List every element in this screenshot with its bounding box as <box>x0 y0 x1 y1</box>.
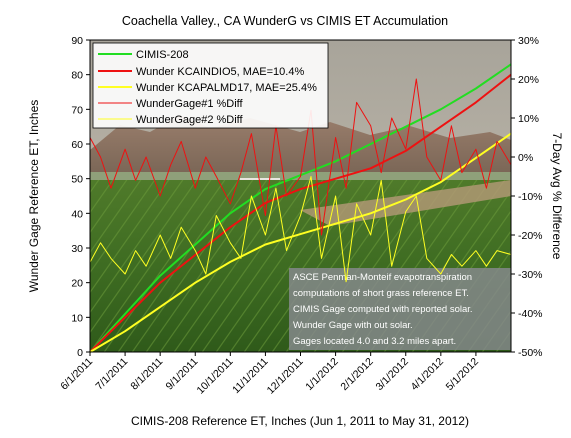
legend-label-0: CIMIS-208 <box>136 49 189 61</box>
y-tick-label-3: 30 <box>71 243 83 255</box>
x-tick-label-10: 4/1/2012 <box>409 356 446 393</box>
y-tick-label-8: 80 <box>71 70 83 82</box>
x-tick-label-6: 12/1/2011 <box>265 356 306 397</box>
annotation-line-1: computations of short grass reference ET… <box>293 288 469 299</box>
legend-label-3: WunderGage#1 %Diff <box>136 98 244 110</box>
y2-tick-label-7: 20% <box>518 74 539 86</box>
y-tick-label-9: 90 <box>71 35 83 47</box>
y-tick-label-2: 20 <box>71 278 83 290</box>
x-tick-label-4: 10/1/2011 <box>194 356 235 397</box>
y2-tick-label-1: -40% <box>518 308 543 320</box>
x-tick-label-0: 6/1/2011 <box>58 356 95 393</box>
y2-tick-label-8: 30% <box>518 35 539 47</box>
y-tick-label-4: 40 <box>71 208 83 220</box>
legend: CIMIS-208 Wunder KCAINDIO5, MAE=10.4% Wu… <box>92 42 329 129</box>
y2-tick-label-0: -50% <box>518 347 543 359</box>
annotation-box: ASCE Penman-Monteif evapotranspiration c… <box>289 268 511 350</box>
annotation-line-3: Wunder Gage with out solar. <box>293 320 413 331</box>
x-tick-label-9: 3/1/2012 <box>373 356 410 393</box>
chart-title: Coachella Valley., CA WunderG vs CIMIS E… <box>122 14 448 28</box>
y-axis-label: Wunder Gage Reference ET, Inches <box>27 100 41 293</box>
legend-label-2: Wunder KCAPALMD17, MAE=25.4% <box>136 82 317 94</box>
x-tick-label-11: 5/1/2012 <box>444 356 481 393</box>
y2-axis-label: 7-Day Avg % Difference <box>550 133 564 260</box>
x-axis-label: CIMIS-208 Reference ET, Inches (Jun 1, 2… <box>131 414 469 428</box>
y2-tick-label-3: -20% <box>518 230 543 242</box>
y2-tick-label-2: -30% <box>518 269 543 281</box>
y-tick-label-0: 0 <box>77 347 83 359</box>
x-tick-label-1: 7/1/2011 <box>93 356 130 393</box>
series-line-1 <box>89 73 512 353</box>
legend-label-4: WunderGage#2 %Diff <box>136 114 244 126</box>
x-tick-label-8: 2/1/2012 <box>338 356 375 393</box>
y2-tick-label-4: -10% <box>518 191 543 203</box>
y2-tick-label-6: 10% <box>518 113 539 125</box>
annotation-line-2: CIMIS Gage computed with reported solar. <box>293 304 473 315</box>
y-tick-label-5: 50 <box>71 174 83 186</box>
x-tick-label-7: 1/1/2012 <box>303 356 340 393</box>
x-tick-label-5: 11/1/2011 <box>230 356 271 397</box>
x-tick-label-2: 8/1/2011 <box>128 356 165 393</box>
annotation-line-0: ASCE Penman-Monteif evapotranspiration <box>293 272 472 283</box>
y2-tick-label-5: 0% <box>518 152 533 164</box>
series-line-4 <box>89 176 512 283</box>
y-tick-label-7: 70 <box>71 104 83 116</box>
series-layer <box>89 63 512 353</box>
legend-label-1: Wunder KCAINDIO5, MAE=10.4% <box>136 66 304 78</box>
y-tick-label-6: 60 <box>71 139 83 151</box>
series-line-3 <box>89 78 512 236</box>
series-line-2 <box>89 132 512 353</box>
y-tick-label-1: 10 <box>71 312 83 324</box>
annotation-line-4: Gages located 4.0 and 3.2 miles apart. <box>293 336 456 347</box>
